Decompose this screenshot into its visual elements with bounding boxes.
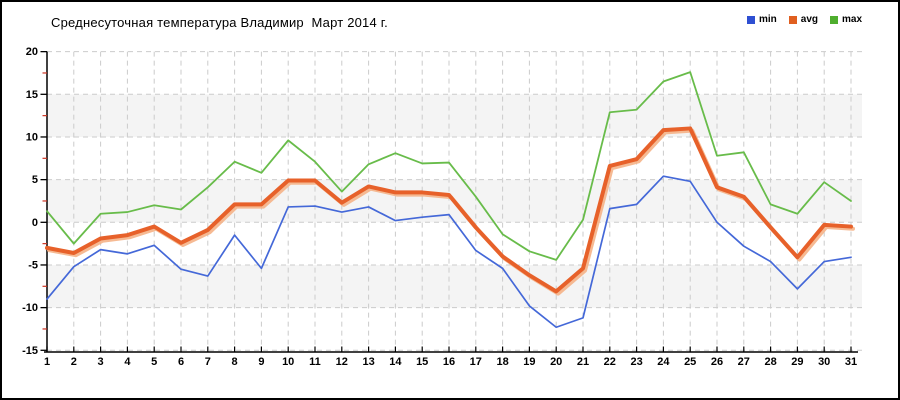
axes: [44, 51, 858, 353]
svg-text:3: 3: [98, 356, 104, 368]
svg-text:5: 5: [151, 356, 157, 368]
svg-text:7: 7: [205, 356, 211, 368]
svg-text:6: 6: [178, 356, 184, 368]
svg-text:-5: -5: [28, 259, 38, 271]
svg-text:0: 0: [32, 217, 38, 229]
svg-text:15: 15: [26, 89, 38, 101]
svg-text:29: 29: [791, 356, 803, 368]
min-line: [46, 175, 852, 329]
svg-text:31: 31: [845, 356, 857, 368]
svg-text:10: 10: [26, 131, 38, 143]
svg-text:13: 13: [362, 356, 374, 368]
svg-text:15: 15: [416, 356, 428, 368]
svg-text:25: 25: [684, 356, 696, 368]
legend-label-min: min: [759, 14, 777, 25]
svg-text:8: 8: [232, 356, 238, 368]
svg-text:22: 22: [604, 356, 616, 368]
svg-text:-10: -10: [22, 302, 38, 314]
avg-line: [45, 126, 853, 294]
alternating-bands: [47, 94, 862, 308]
svg-text:2: 2: [71, 356, 77, 368]
svg-text:10: 10: [282, 356, 294, 368]
svg-text:18: 18: [496, 356, 508, 368]
svg-text:4: 4: [124, 356, 131, 368]
min-swatch-icon: [747, 16, 755, 24]
svg-text:20: 20: [550, 356, 562, 368]
legend: min avg max: [747, 15, 862, 25]
chart-title: Среднесуточная температура Владимир Март…: [51, 15, 388, 30]
svg-text:24: 24: [657, 356, 670, 368]
avg-swatch-icon: [788, 16, 797, 24]
svg-text:1: 1: [44, 356, 50, 368]
svg-text:5: 5: [32, 174, 38, 186]
y-minor-ticks: [42, 72, 47, 330]
svg-text:20: 20: [26, 46, 38, 58]
svg-text:30: 30: [818, 356, 830, 368]
svg-text:21: 21: [577, 356, 589, 368]
max-line: [46, 71, 852, 261]
y-gridlines: [47, 51, 862, 351]
legend-item-min: min: [747, 15, 777, 25]
x-tick-labels: 1 2 3 4 5 6 7 8 9 10 11 12 13 14 15 16 17 18 19 20 21 22 23 24 2…: [44, 346, 857, 368]
svg-text:19: 19: [523, 356, 535, 368]
svg-text:27: 27: [738, 356, 750, 368]
legend-label-avg: avg: [800, 14, 819, 25]
svg-text:26: 26: [711, 356, 723, 368]
svg-text:16: 16: [443, 356, 455, 368]
svg-text:-15: -15: [22, 345, 38, 357]
svg-text:17: 17: [470, 356, 482, 368]
max-swatch-icon: [830, 16, 839, 24]
svg-text:14: 14: [389, 356, 402, 368]
legend-label-max: max: [842, 14, 863, 25]
y-tick-labels: 20 15 10 5 0 -5 -10 -15: [22, 46, 47, 357]
svg-text:11: 11: [309, 356, 321, 368]
svg-text:12: 12: [336, 356, 348, 368]
svg-text:9: 9: [258, 356, 264, 368]
legend-item-avg: avg: [788, 14, 819, 25]
svg-text:28: 28: [764, 356, 776, 368]
legend-item-max: max: [830, 15, 862, 25]
svg-text:23: 23: [630, 356, 642, 368]
